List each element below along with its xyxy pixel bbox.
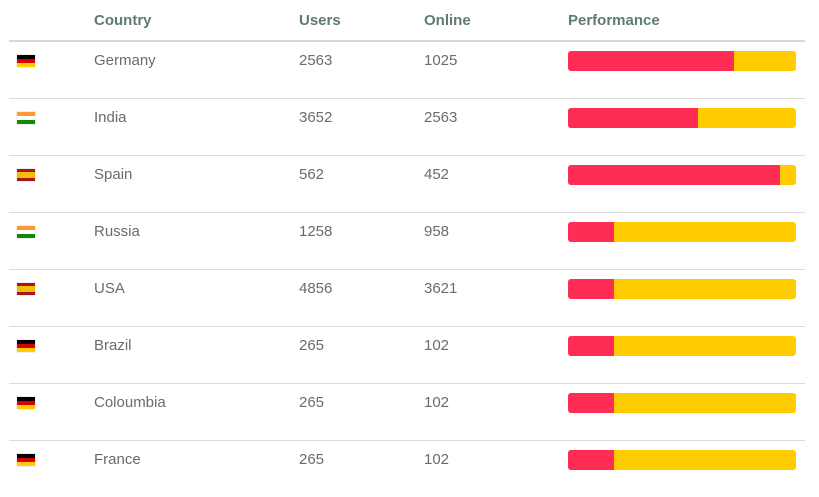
- performance-bar: [568, 165, 796, 185]
- flag-stripe: [17, 178, 35, 181]
- performance-fill: [568, 108, 698, 128]
- flag-stripe: [17, 172, 35, 178]
- flag-stripe: [17, 405, 35, 409]
- germany-flag-icon: [17, 454, 35, 466]
- online-count: 2563: [424, 109, 458, 126]
- flag-stripe: [17, 286, 35, 292]
- flag-stripe: [17, 112, 35, 116]
- column-header-country[interactable]: Country: [94, 12, 152, 29]
- country-name: India: [94, 109, 127, 126]
- table-row[interactable]: Brazil 265 102: [9, 327, 805, 384]
- performance-bar: [568, 279, 796, 299]
- users-count: 265: [299, 451, 325, 468]
- table-row[interactable]: Spain 562 452: [9, 156, 805, 213]
- performance-fill: [568, 336, 614, 356]
- flag-stripe: [17, 283, 35, 286]
- flag-stripe: [17, 401, 35, 405]
- performance-bar: [568, 393, 796, 413]
- performance-bar: [568, 222, 796, 242]
- performance-bar: [568, 450, 796, 470]
- country-name: USA: [94, 280, 125, 297]
- spain-flag-icon: [17, 283, 35, 295]
- country-stats-table: Country Users Online Performance Germany…: [9, 0, 805, 497]
- flag-stripe: [17, 226, 35, 230]
- table-row[interactable]: Russia 1258 958: [9, 213, 805, 270]
- performance-bar: [568, 51, 796, 71]
- users-count: 265: [299, 394, 325, 411]
- table-row[interactable]: USA 4856 3621: [9, 270, 805, 327]
- table-row[interactable]: India 3652 2563: [9, 99, 805, 156]
- flag-stripe: [17, 397, 35, 401]
- users-count: 562: [299, 166, 325, 183]
- flag-stripe: [17, 59, 35, 63]
- country-name: Germany: [94, 52, 156, 69]
- users-count: 2563: [299, 52, 333, 69]
- online-count: 958: [424, 223, 450, 240]
- performance-fill: [568, 393, 614, 413]
- online-count: 452: [424, 166, 450, 183]
- country-name: Coloumbia: [94, 394, 166, 411]
- india-flag-icon: [17, 226, 35, 238]
- flag-stripe: [17, 348, 35, 352]
- table-row[interactable]: Germany 2563 1025: [9, 42, 805, 99]
- online-count: 102: [424, 394, 450, 411]
- table-row[interactable]: Coloumbia 265 102: [9, 384, 805, 441]
- flag-stripe: [17, 344, 35, 348]
- flag-stripe: [17, 116, 35, 120]
- online-count: 102: [424, 337, 450, 354]
- country-name: Brazil: [94, 337, 132, 354]
- country-name: Spain: [94, 166, 133, 183]
- country-name: France: [94, 451, 141, 468]
- users-count: 1258: [299, 223, 333, 240]
- india-flag-icon: [17, 112, 35, 124]
- column-header-online[interactable]: Online: [424, 12, 471, 29]
- users-count: 3652: [299, 109, 333, 126]
- flag-stripe: [17, 230, 35, 234]
- country-name: Russia: [94, 223, 140, 240]
- flag-stripe: [17, 55, 35, 59]
- flag-stripe: [17, 120, 35, 124]
- table-row[interactable]: France 265 102: [9, 441, 805, 497]
- germany-flag-icon: [17, 340, 35, 352]
- online-count: 102: [424, 451, 450, 468]
- performance-bar: [568, 108, 796, 128]
- table-header: Country Users Online Performance: [9, 0, 805, 42]
- flag-stripe: [17, 292, 35, 295]
- flag-stripe: [17, 454, 35, 458]
- flag-stripe: [17, 462, 35, 466]
- performance-fill: [568, 279, 614, 299]
- online-count: 3621: [424, 280, 458, 297]
- column-header-performance[interactable]: Performance: [568, 12, 660, 29]
- flag-stripe: [17, 63, 35, 67]
- spain-flag-icon: [17, 169, 35, 181]
- performance-fill: [568, 450, 614, 470]
- flag-stripe: [17, 169, 35, 172]
- performance-bar: [568, 336, 796, 356]
- flag-stripe: [17, 340, 35, 344]
- users-count: 265: [299, 337, 325, 354]
- flag-stripe: [17, 458, 35, 462]
- germany-flag-icon: [17, 55, 35, 67]
- column-header-users[interactable]: Users: [299, 12, 341, 29]
- performance-fill: [568, 222, 614, 242]
- online-count: 1025: [424, 52, 458, 69]
- performance-fill: [568, 51, 735, 71]
- users-count: 4856: [299, 280, 333, 297]
- performance-fill: [568, 165, 781, 185]
- flag-stripe: [17, 234, 35, 238]
- germany-flag-icon: [17, 397, 35, 409]
